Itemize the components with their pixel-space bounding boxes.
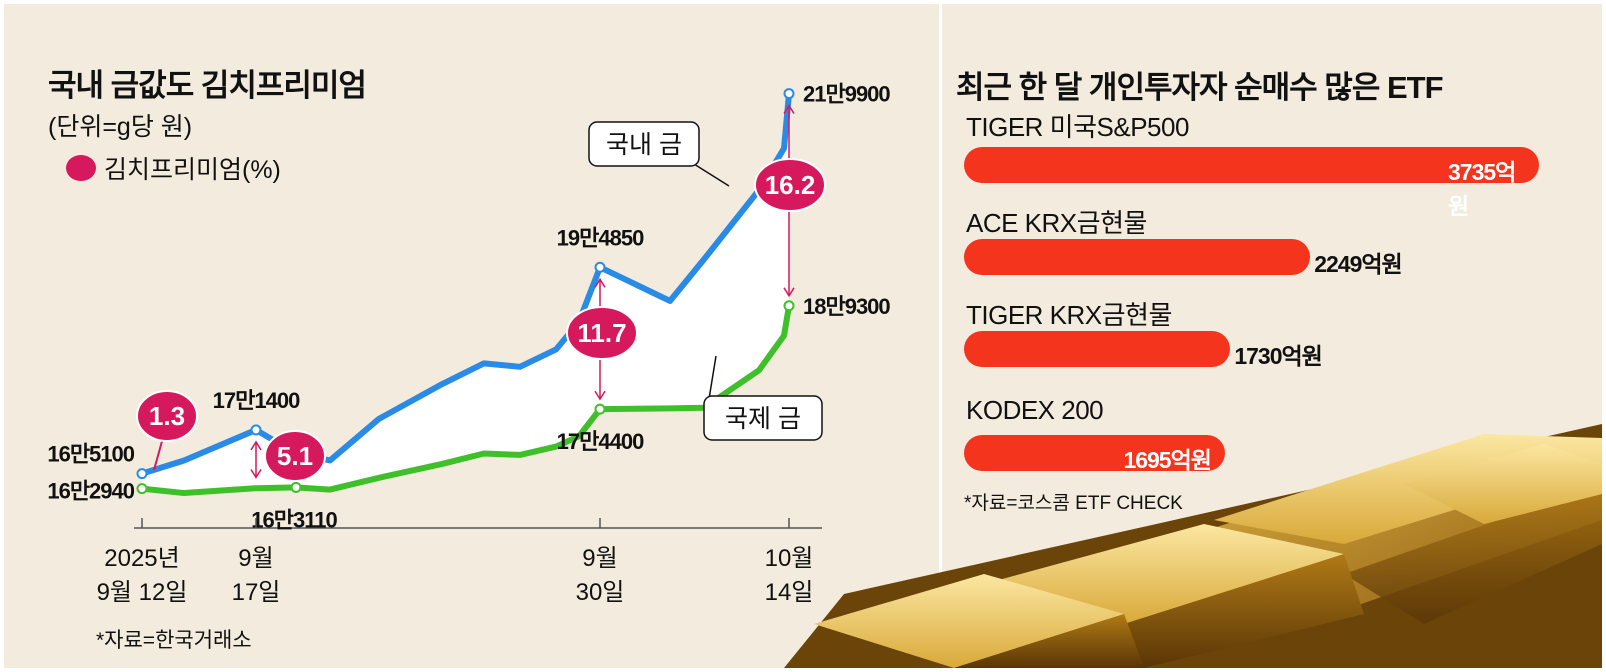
value-label: 16만5100 bbox=[47, 442, 134, 467]
etf-bar-1 bbox=[964, 147, 1539, 183]
arrow-head bbox=[594, 277, 606, 288]
kimchi-premium-value: 1.3 bbox=[149, 401, 185, 431]
kimchi-premium-bubble bbox=[264, 430, 326, 482]
data-point bbox=[136, 468, 148, 480]
data-point bbox=[783, 88, 795, 100]
legend: 김치프리미엄(%) bbox=[66, 150, 281, 186]
x-tick-label: 14일 bbox=[765, 579, 814, 606]
kimchi-premium-bubble bbox=[136, 390, 198, 442]
unit-label: (단위=g당 원) bbox=[48, 113, 193, 141]
x-tick-label: 30일 bbox=[576, 579, 625, 606]
data-point bbox=[783, 300, 795, 312]
callout-box bbox=[703, 395, 823, 441]
legend-label: 김치프리미엄(%) bbox=[104, 156, 281, 184]
etf-name-3: TIGER KRX금현물 bbox=[966, 300, 1172, 330]
x-tick-label: 9월 bbox=[238, 545, 273, 572]
etf-source-note: *자료=코스콤 ETF CHECK bbox=[964, 493, 1183, 514]
panel-divider bbox=[939, 4, 942, 668]
data-point bbox=[250, 424, 262, 436]
legend-marker bbox=[66, 155, 96, 181]
etf-value-3: 1730억원 bbox=[1234, 343, 1322, 369]
kimchi-premium-value: 16.2 bbox=[765, 170, 816, 200]
arrow-head bbox=[783, 287, 795, 298]
callout-box bbox=[588, 121, 700, 167]
x-tick-label: 17일 bbox=[232, 579, 281, 606]
infographic: 국내 금값도 김치프리미엄 (단위=g당 원) 김치프리미엄(%) 16만510… bbox=[4, 4, 1602, 668]
value-label: 18만9300 bbox=[803, 294, 890, 319]
value-label: 16만3110 bbox=[251, 507, 337, 532]
etf-bar-3 bbox=[964, 331, 1231, 367]
x-tick-label: 9월 bbox=[582, 545, 617, 572]
etf-value-4: 1695억원 bbox=[1123, 447, 1211, 473]
etf-name-4: KODEX 200 bbox=[966, 395, 1104, 425]
etf-value-1: 3735억원 bbox=[1448, 159, 1516, 219]
international-gold-callout: 국제 금 bbox=[725, 405, 801, 433]
x-tick-label: 2025년 bbox=[104, 545, 179, 572]
source-note: *자료=한국거래소 bbox=[96, 629, 252, 652]
etf-value-2: 2249억원 bbox=[1314, 251, 1402, 277]
etf-bar-2 bbox=[964, 239, 1311, 275]
arrow-head bbox=[594, 390, 606, 401]
value-label: 21만9900 bbox=[803, 82, 890, 107]
kimchi-premium-bubble bbox=[566, 306, 638, 360]
gold-bars-image bbox=[784, 424, 1602, 668]
price-line-chart: 16만5100 16만2940 17만1400 16만3110 19만4850 17만44… bbox=[47, 82, 891, 606]
kimchi-premium-value: 5.1 bbox=[277, 441, 313, 471]
etf-bar-4 bbox=[964, 435, 1225, 471]
arrow-head bbox=[783, 104, 795, 114]
kimchi-premium-value: 11.7 bbox=[577, 318, 626, 348]
x-tick-label: 10월 bbox=[765, 545, 814, 572]
gap-area bbox=[142, 93, 789, 494]
domestic-gold-callout: 국내 금 bbox=[606, 131, 682, 159]
data-point bbox=[594, 261, 606, 273]
value-label: 19만4850 bbox=[557, 225, 644, 250]
data-point bbox=[594, 403, 606, 415]
etf-name-2: ACE KRX금현물 bbox=[966, 208, 1147, 238]
arrow-head bbox=[250, 440, 262, 451]
data-point bbox=[290, 481, 302, 493]
callout-leader bbox=[708, 355, 717, 400]
callout-leader bbox=[693, 163, 730, 187]
kimchi-premium-bubble bbox=[754, 158, 826, 212]
data-point bbox=[136, 483, 148, 495]
etf-chart-title: 최근 한 달 개인투자자 순매수 많은 ETF bbox=[956, 70, 1444, 105]
value-label: 17만4400 bbox=[557, 429, 644, 454]
x-tick-label: 9월 12일 bbox=[97, 579, 188, 606]
arrow-head bbox=[250, 469, 262, 479]
etf-name-1: TIGER 미국S&P500 bbox=[966, 112, 1189, 142]
chart-title: 국내 금값도 김치프리미엄 bbox=[48, 68, 367, 103]
value-label: 17만1400 bbox=[213, 388, 300, 413]
value-label: 16만2940 bbox=[47, 479, 134, 504]
